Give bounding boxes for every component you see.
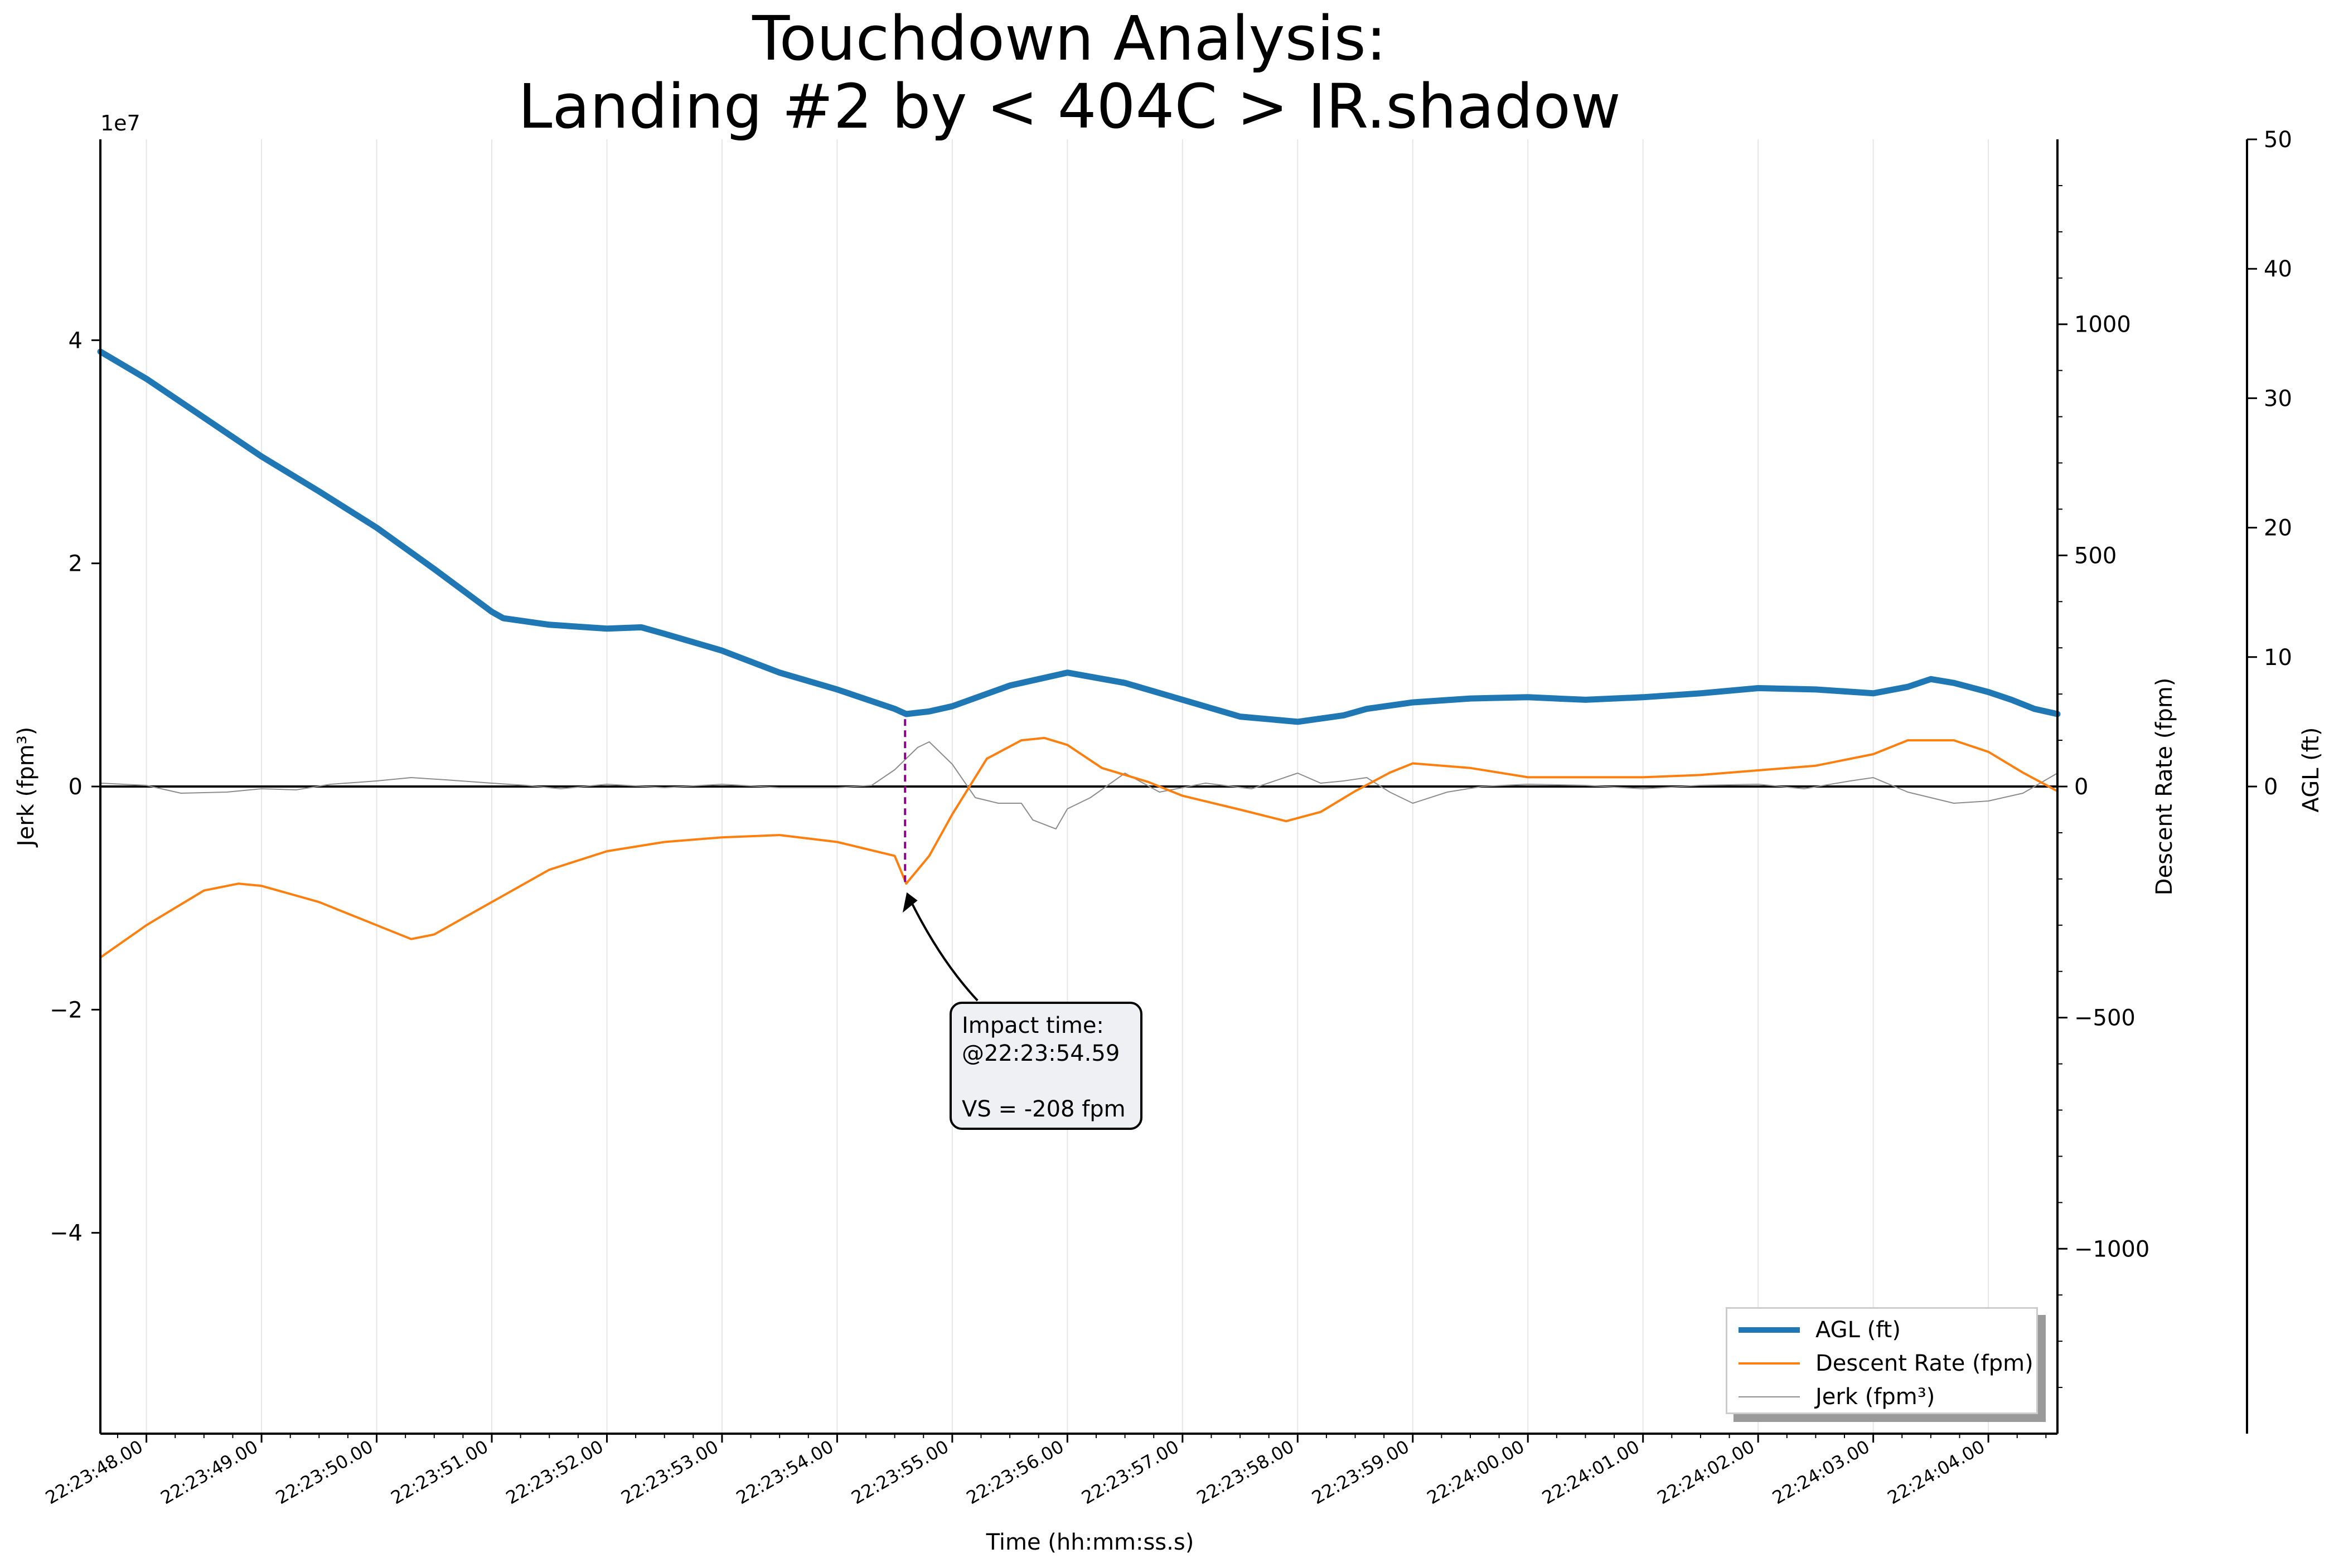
chart-title: Touchdown Analysis: Landing #2 by < 404C… — [0, 4, 2139, 140]
jerk-series-line — [100, 741, 2058, 830]
x-tick-label: 22:23:59.00 — [1308, 1436, 1413, 1508]
x-tick-label: 22:23:55.00 — [848, 1436, 952, 1508]
legend-swatch-descent — [1739, 1362, 1800, 1365]
annotation-line-4: VS = -208 fpm — [962, 1096, 1126, 1122]
agl-series-line — [97, 348, 2061, 725]
x-tick-label: 22:24:03.00 — [1769, 1436, 1873, 1508]
x-tick-label: 22:23:56.00 — [963, 1436, 1068, 1508]
agl-tick-label: 30 — [2264, 386, 2292, 411]
legend-swatch-agl — [1739, 1327, 1800, 1333]
annotation-arrowhead — [902, 892, 918, 913]
legend-swatch-jerk — [1739, 1396, 1800, 1397]
legend-label-jerk: Jerk (fpm³) — [1815, 1384, 1935, 1410]
descent-rate-series-line — [99, 736, 2059, 959]
x-tick-label: 22:24:02.00 — [1654, 1436, 1759, 1508]
annotation-line-1: Impact time: — [962, 1013, 1104, 1038]
x-tick-label: 22:23:58.00 — [1193, 1436, 1298, 1508]
descent-tick-label: 1000 — [2074, 312, 2131, 338]
legend-label-descent: Descent Rate (fpm) — [1815, 1351, 2033, 1376]
descent-tick-label: −500 — [2074, 1006, 2136, 1031]
descent-tick-label: 0 — [2074, 774, 2088, 800]
descent-tick-label: −1000 — [2074, 1236, 2149, 1262]
x-tick-label: 22:23:54.00 — [733, 1436, 837, 1508]
jerk-tick-label: −2 — [50, 997, 83, 1023]
jerk-axis-label: Jerk (fpm³) — [13, 727, 39, 848]
x-tick-label: 22:24:04.00 — [1884, 1436, 1989, 1508]
chart-title-line-1: Touchdown Analysis: — [752, 3, 1387, 74]
jerk-tick-label: 0 — [69, 774, 83, 800]
jerk-tick-label: 2 — [69, 551, 83, 577]
x-tick-label: 22:23:48.00 — [42, 1436, 147, 1508]
descent-axis-label: Descent Rate (fpm) — [2152, 678, 2177, 896]
x-tick-label: 22:23:50.00 — [272, 1436, 377, 1508]
descent-tick-label: 500 — [2074, 543, 2117, 569]
x-tick-label: 22:23:52.00 — [502, 1436, 607, 1508]
legend-item-jerk: Jerk (fpm³) — [1739, 1380, 1935, 1414]
chart-legend: AGL (ft) Descent Rate (fpm) Jerk (fpm³) — [1726, 1307, 2038, 1414]
agl-tick-label: 20 — [2264, 516, 2292, 541]
x-tick-label: 22:23:53.00 — [617, 1436, 722, 1508]
jerk-offset-label: 1e7 — [100, 111, 141, 135]
agl-axis-label: AGL (ft) — [2298, 727, 2324, 813]
x-axis-label: Time (hh:mm:ss.s) — [986, 1530, 1194, 1555]
impact-annotation-box: Impact time: @22:23:54.59 VS = -208 fpm — [950, 1002, 1142, 1130]
agl-tick-label: 10 — [2264, 645, 2292, 671]
jerk-tick-label: −4 — [50, 1221, 83, 1246]
annotation-line-2: @22:23:54.59 — [962, 1041, 1120, 1066]
x-tick-label: 22:23:49.00 — [157, 1436, 262, 1508]
x-tick-label: 22:24:01.00 — [1538, 1436, 1643, 1508]
agl-tick-label: 0 — [2264, 774, 2278, 800]
chart-title-line-2: Landing #2 by < 404C > IR.shadow — [518, 71, 1621, 142]
legend-item-descent: Descent Rate (fpm) — [1739, 1347, 2033, 1380]
annotation-arrow — [906, 893, 979, 1002]
legend-item-agl: AGL (ft) — [1739, 1313, 1901, 1347]
x-tick-label: 22:23:57.00 — [1078, 1436, 1183, 1508]
legend-label-agl: AGL (ft) — [1815, 1317, 1901, 1343]
agl-tick-label: 40 — [2264, 256, 2292, 282]
x-tick-label: 22:23:51.00 — [387, 1436, 492, 1508]
jerk-tick-label: 4 — [69, 328, 83, 353]
agl-tick-label: 50 — [2264, 127, 2292, 153]
annotation-line-3 — [962, 1067, 1130, 1095]
x-tick-label: 22:24:00.00 — [1423, 1436, 1528, 1508]
